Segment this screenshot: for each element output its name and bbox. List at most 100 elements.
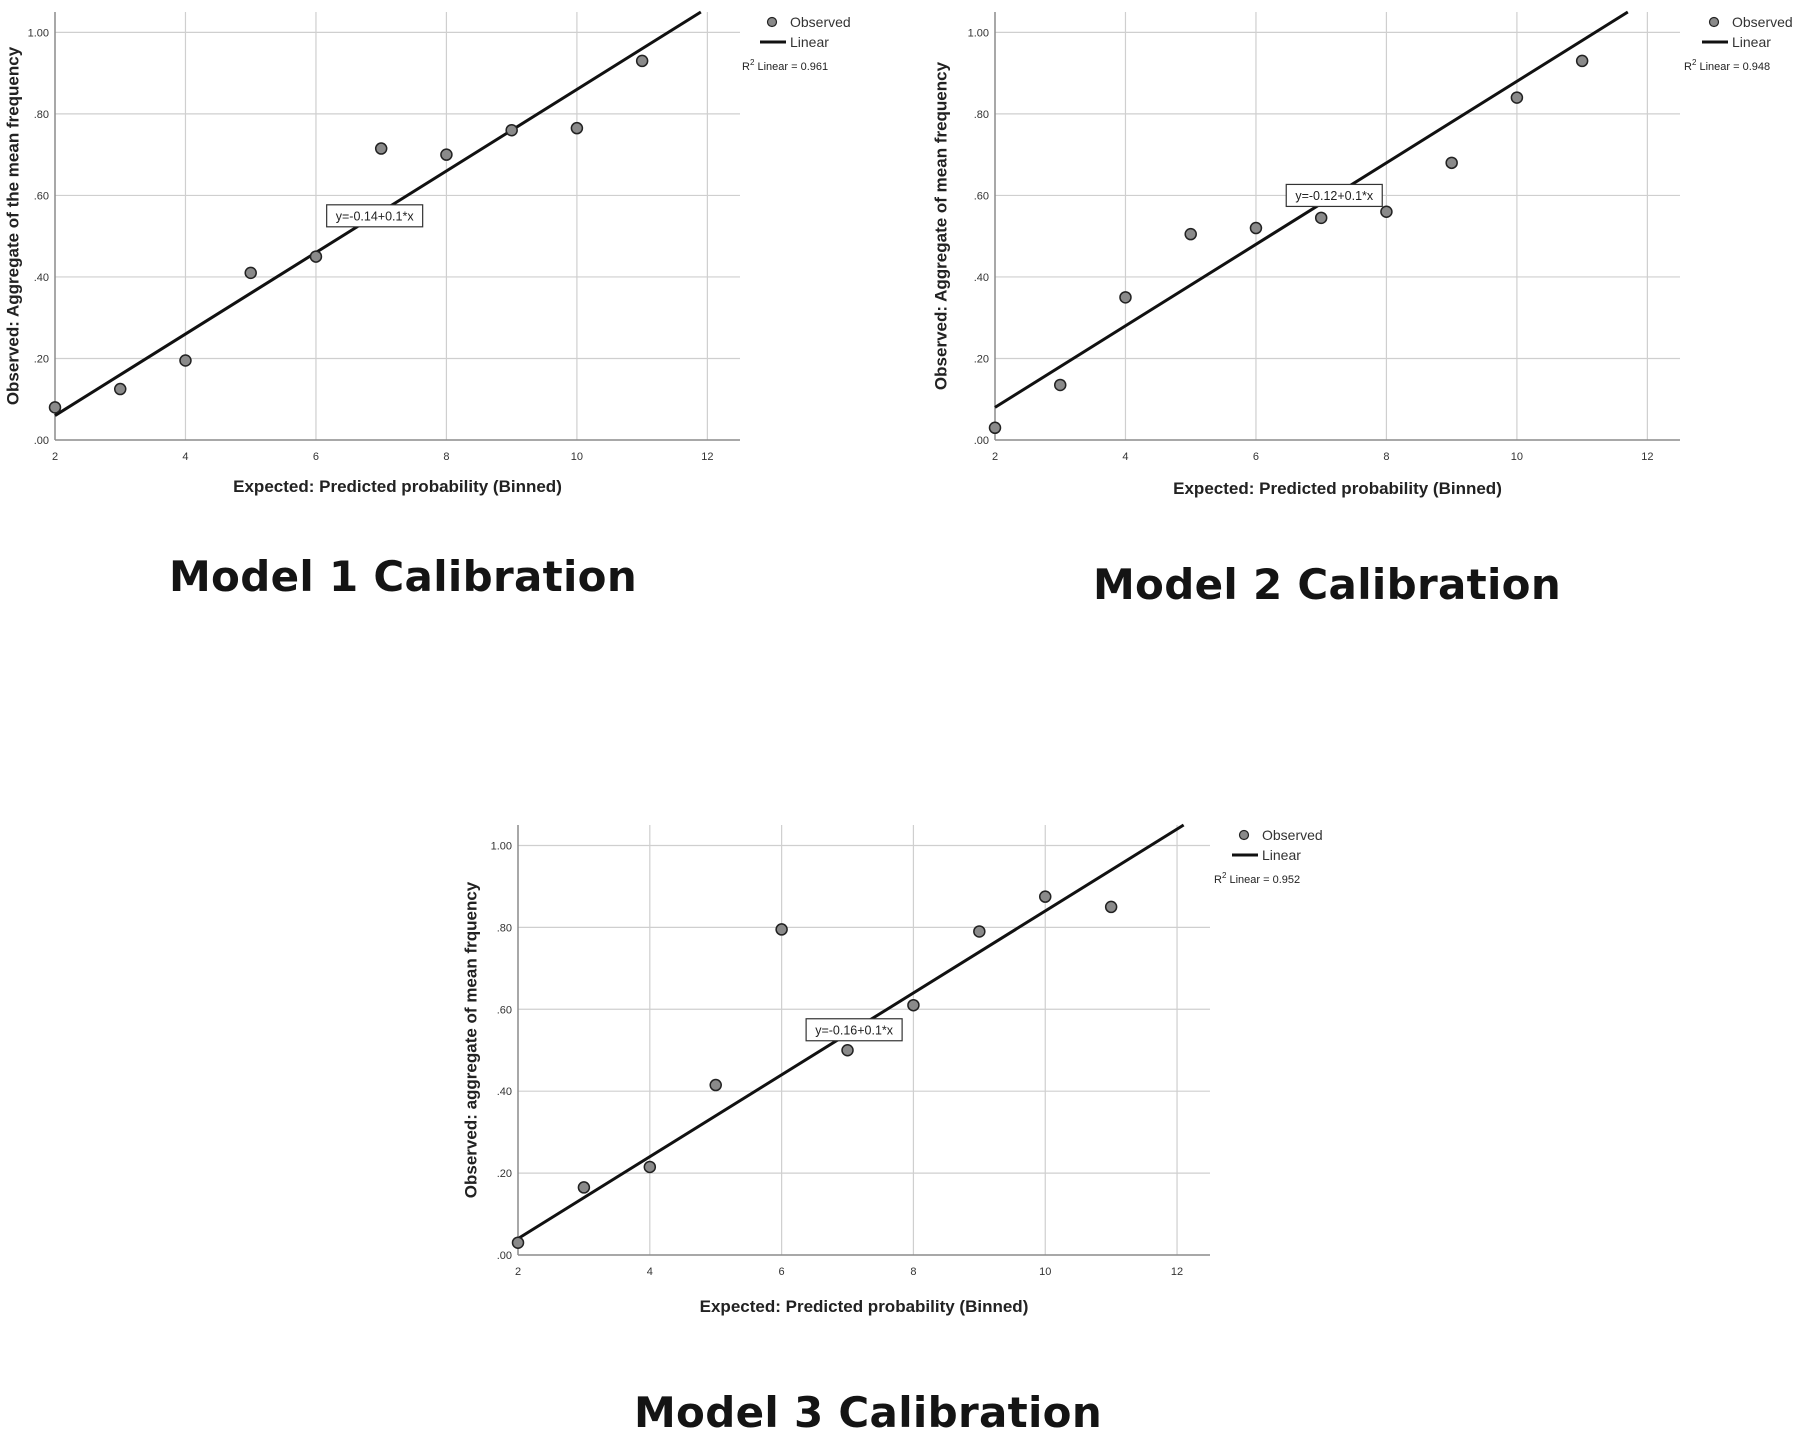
equation-label: y=-0.14+0.1*x (326, 204, 424, 228)
y-tick-label: 1.00 (968, 27, 989, 39)
x-axis-title: Expected: Predicted probability (Binned) (700, 1297, 1029, 1316)
y-axis-title: Observed: aggregate of mean frquency (461, 881, 480, 1198)
x-tick-label: 6 (313, 451, 319, 463)
data-point (709, 1078, 722, 1092)
r-squared-symbol: R (742, 61, 750, 73)
x-tick-label: 2 (515, 1266, 521, 1278)
x-tick-label: 10 (1039, 1266, 1051, 1278)
r-squared-label: R2 Linear = 0.952 (1214, 871, 1300, 886)
r-squared-label: R2 Linear = 0.948 (1684, 58, 1770, 73)
data-point (179, 354, 192, 367)
r-squared-symbol: R (1214, 874, 1222, 886)
data-point (1575, 54, 1589, 68)
legend-observed-label: Observed (790, 14, 851, 30)
fit-line (994, 10, 1629, 409)
data-point (973, 925, 986, 938)
x-tick-label: 10 (1511, 451, 1523, 463)
data-point (113, 382, 127, 396)
data-point (1119, 291, 1132, 304)
data-point (1053, 378, 1067, 392)
x-tick-label: 12 (1171, 1266, 1183, 1278)
y-tick-label: .60 (974, 190, 989, 202)
legend-linear-label: Linear (1732, 34, 1771, 50)
legend-observed-marker (1708, 16, 1720, 28)
y-tick-label: 1.00 (28, 27, 49, 39)
y-tick-label: .00 (974, 435, 989, 447)
x-tick-label: 10 (571, 451, 583, 463)
r-squared-value: Linear = 0.948 (1696, 61, 1770, 73)
legend-observed-label: Observed (1732, 14, 1793, 30)
r-squared-superscript: 2 (1692, 58, 1697, 67)
data-point (244, 266, 257, 280)
data-point (570, 121, 584, 135)
legend-linear-label: Linear (1262, 847, 1301, 863)
x-tick-label: 2 (992, 451, 998, 463)
r-squared-value: Linear = 0.961 (754, 61, 828, 73)
x-tick-label: 4 (1122, 451, 1128, 463)
x-tick-label: 4 (647, 1266, 653, 1278)
r-squared-value: Linear = 0.952 (1226, 874, 1300, 886)
model-2-caption: Model 2 Calibration (1092, 560, 1562, 609)
y-tick-label: .80 (34, 109, 49, 121)
data-point (511, 1236, 525, 1249)
y-tick-label: .80 (497, 922, 512, 934)
equation-box (326, 204, 424, 228)
data-point (48, 401, 62, 414)
equation-label: y=-0.16+0.1*x (805, 1018, 903, 1042)
model-2-calibration-chart: 2 4 6 8 10 12 .00 .20 .40 .60 .80 1.00 Expected: Pre… (931, 10, 1793, 498)
r-squared-superscript: 2 (750, 58, 755, 67)
data-point (635, 54, 649, 68)
data-point (907, 998, 920, 1012)
equation-text: y=-0.16+0.1*x (815, 1023, 894, 1037)
x-tick-label: 8 (443, 451, 449, 463)
data-point (1249, 221, 1263, 235)
x-tick-label: 12 (1641, 451, 1653, 463)
equation-box (1285, 183, 1383, 208)
y-tick-label: .40 (974, 272, 989, 284)
data-point (1184, 227, 1197, 241)
r-squared-label: R2 Linear = 0.961 (742, 58, 828, 73)
data-point (841, 1043, 854, 1057)
x-tick-label: 8 (1383, 451, 1389, 463)
equation-label: y=-0.12+0.1*x (1285, 183, 1383, 208)
x-tick-label: 12 (701, 451, 713, 463)
legend-observed-marker (766, 16, 778, 28)
y-tick-label: .20 (34, 353, 49, 365)
r-squared-symbol: R (1684, 61, 1692, 73)
model-1-calibration-chart: 2 4 6 8 10 12 .00 .20 .40 .60 .80 1.00 Expected: Pre… (3, 10, 851, 496)
data-point (374, 142, 388, 155)
model-1-caption: Model 1 Calibration (168, 552, 638, 601)
equation-text: y=-0.12+0.1*x (1295, 189, 1374, 203)
data-point (440, 148, 453, 161)
data-point (643, 1160, 657, 1174)
y-tick-label: .00 (34, 435, 49, 447)
y-tick-label: .60 (34, 190, 49, 202)
equation-text: y=-0.14+0.1*x (336, 209, 415, 223)
data-point (1445, 156, 1458, 170)
data-point (577, 1181, 591, 1194)
data-point (1510, 91, 1524, 104)
y-tick-label: .20 (974, 353, 989, 365)
y-tick-label: .80 (974, 109, 989, 121)
r-squared-superscript: 2 (1222, 871, 1227, 880)
legend-observed-marker (1238, 829, 1250, 841)
x-tick-label: 2 (52, 451, 58, 463)
data-point (505, 123, 518, 137)
equation-box (805, 1018, 903, 1042)
y-tick-label: .00 (497, 1250, 512, 1262)
x-axis-title: Expected: Predicted probability (Binned) (1173, 479, 1502, 498)
y-tick-label: .40 (34, 272, 49, 284)
y-axis-title: Observed: Aggregate of mean frequency (931, 61, 950, 390)
y-tick-label: 1.00 (491, 840, 512, 852)
y-tick-label: .40 (497, 1086, 512, 1098)
y-tick-label: .60 (497, 1004, 512, 1016)
legend-linear-label: Linear (790, 34, 829, 50)
y-axis-title: Observed: Aggregate of the mean frequenc… (3, 46, 22, 405)
model-3-caption: Model 3 Calibration (633, 1388, 1103, 1437)
data-point (775, 923, 788, 936)
y-tick-label: .20 (497, 1168, 512, 1180)
x-axis-title: Expected: Predicted probability (Binned) (233, 477, 562, 496)
data-point (1380, 205, 1393, 218)
data-point (1104, 900, 1118, 914)
x-tick-label: 6 (1253, 451, 1259, 463)
